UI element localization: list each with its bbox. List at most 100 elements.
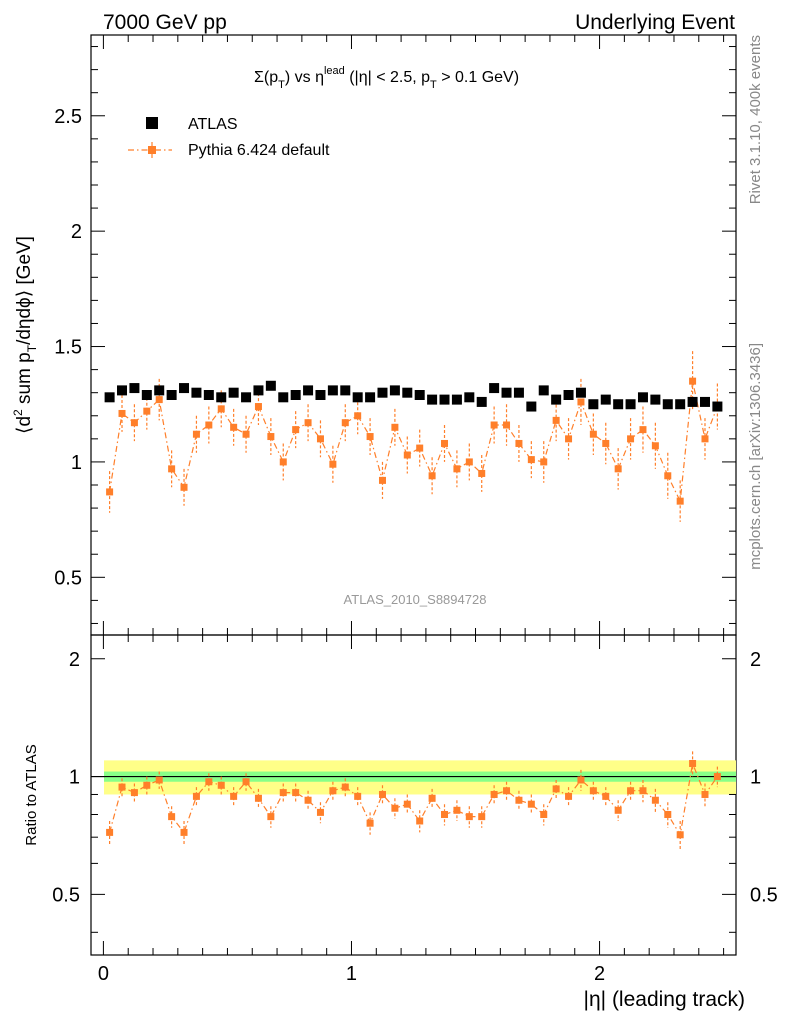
ratio-point xyxy=(341,783,349,791)
ratio-point xyxy=(267,813,275,821)
atlas-point xyxy=(117,385,128,396)
ratio-point xyxy=(589,787,597,795)
mc-point xyxy=(614,465,622,473)
mcplots-label: mcplots.cern.ch [arXiv:1306.3436] xyxy=(747,343,764,570)
atlas-point xyxy=(613,399,624,410)
atlas-point xyxy=(216,392,227,403)
mc-line xyxy=(109,381,718,504)
atlas-point xyxy=(365,392,376,403)
atlas-point xyxy=(501,387,512,398)
legend-label-mc: Pythia 6.424 default xyxy=(188,142,330,159)
atlas-point xyxy=(513,387,524,398)
header-right: Underlying Event xyxy=(575,11,735,34)
ratio-point xyxy=(478,813,486,821)
ratio-point xyxy=(701,790,709,798)
lower-y-axis-label: Ratio to ATLAS xyxy=(23,744,40,845)
legend-marker-mc xyxy=(148,146,156,154)
mc-point xyxy=(565,435,573,443)
atlas-point xyxy=(563,390,574,400)
mc-point xyxy=(453,465,461,473)
mc-point xyxy=(465,458,473,466)
atlas-point xyxy=(712,401,723,412)
mc-point xyxy=(205,421,213,429)
atlas-point xyxy=(278,392,289,403)
atlas-point xyxy=(340,385,351,396)
ratio-point xyxy=(552,785,560,793)
atlas-point xyxy=(129,383,140,394)
ratio-point xyxy=(391,804,399,812)
mc-point xyxy=(589,430,597,438)
ratio-point xyxy=(602,792,610,800)
mc-point xyxy=(155,396,163,404)
mc-point xyxy=(416,444,424,452)
mc-point xyxy=(217,405,225,413)
atlas-point xyxy=(451,394,462,405)
mc-point xyxy=(329,460,337,468)
ratio-point xyxy=(118,783,126,791)
plot-title: Σ(pT) vs ηlead (|η| < 2.5, pT > 0.1 GeV) xyxy=(254,65,519,91)
x-axis-label: |η| (leading track) xyxy=(584,988,745,1011)
y-tick-label: 1.5 xyxy=(54,337,82,359)
upper-atlas-series xyxy=(104,380,723,412)
atlas-point xyxy=(427,394,438,405)
ratio-point xyxy=(651,796,659,804)
ratio-point xyxy=(279,789,287,797)
atlas-point xyxy=(228,387,239,398)
y-tick-label: 2 xyxy=(71,221,82,243)
mc-point xyxy=(651,442,659,450)
ratio-point xyxy=(217,781,225,789)
ratio-point xyxy=(106,828,114,836)
atlas-point xyxy=(154,385,165,396)
mc-point xyxy=(428,472,436,480)
mc-point xyxy=(577,398,585,406)
x-tick-label: 2 xyxy=(594,963,605,985)
atlas-point xyxy=(141,390,152,400)
atlas-point xyxy=(179,383,190,394)
ratio-point xyxy=(664,810,672,818)
ratio-point xyxy=(428,794,436,802)
mc-point xyxy=(540,458,548,466)
ratio-y-tick-label-right: 2 xyxy=(750,649,761,671)
ratio-point xyxy=(713,773,721,781)
ratio-point xyxy=(254,794,262,802)
legend-marker-atlas xyxy=(146,117,158,129)
ratio-point xyxy=(366,819,374,827)
ratio-point xyxy=(316,808,324,816)
atlas-point xyxy=(675,399,686,410)
mc-point xyxy=(391,423,399,431)
atlas-point xyxy=(253,385,264,396)
ratio-point xyxy=(565,792,573,800)
atlas-point xyxy=(538,385,549,396)
ratio-y-tick-label: 2 xyxy=(69,649,80,671)
ratio-y-tick-label: 1 xyxy=(69,767,80,789)
ratio-point xyxy=(378,790,386,798)
atlas-point xyxy=(104,392,115,403)
ratio-point xyxy=(614,806,622,814)
mc-point xyxy=(192,430,200,438)
atlas-point xyxy=(377,387,388,398)
ratio-point xyxy=(676,831,684,839)
atlas-point xyxy=(575,387,586,398)
atlas-point xyxy=(303,385,314,396)
ratio-point xyxy=(453,806,461,814)
legend-label-atlas: ATLAS xyxy=(188,116,238,133)
mc-point xyxy=(490,421,498,429)
ratio-point xyxy=(205,778,213,786)
atlas-point xyxy=(662,399,673,410)
ratio-point xyxy=(354,792,362,800)
analysis-id: ATLAS_2010_S8894728 xyxy=(344,592,487,607)
mc-point xyxy=(143,407,151,415)
atlas-point xyxy=(600,394,611,405)
mc-point xyxy=(267,433,275,441)
atlas-point xyxy=(526,401,537,412)
upper-axis-ticks: 0.5 1 1.5 2 2.5 xyxy=(54,35,736,635)
mc-point xyxy=(168,465,176,473)
atlas-point xyxy=(414,390,425,400)
ratio-point xyxy=(627,787,635,795)
atlas-point xyxy=(203,390,214,400)
x-tick-label: 0 xyxy=(98,963,109,985)
mc-point xyxy=(118,409,126,417)
ratio-y-tick-label-right: 1 xyxy=(750,767,761,789)
atlas-point xyxy=(637,392,648,403)
